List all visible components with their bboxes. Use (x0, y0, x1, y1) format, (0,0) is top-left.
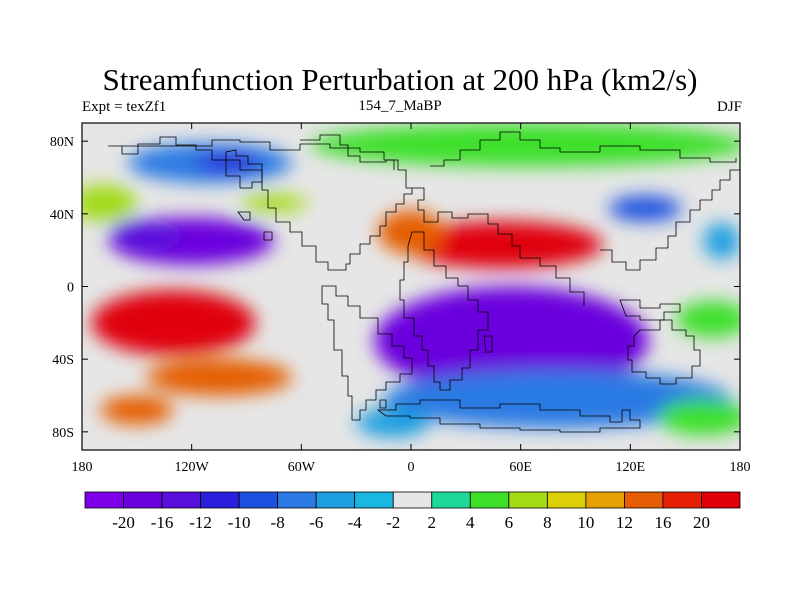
colorbar-box (84, 491, 124, 509)
page-title: Streamfunction Perturbation at 200 hPa (… (102, 62, 698, 97)
colorbar-label: -12 (189, 513, 212, 532)
colorbar-box (161, 491, 201, 509)
colorbar-box (354, 491, 394, 509)
coast-islands-na (237, 211, 273, 241)
field-region (378, 210, 444, 254)
y-tick-label: 80S (52, 426, 74, 441)
colorbar-label: 10 (577, 513, 594, 532)
colorbar-box (469, 491, 510, 509)
y-tick-label: 40S (52, 353, 74, 368)
colorbar-label: -16 (151, 513, 174, 532)
y-tick-label: 80N (50, 135, 74, 150)
coast-south-georgia (379, 399, 387, 409)
coast-eurasia-north (430, 131, 737, 167)
colorbar-label: -20 (112, 513, 135, 532)
field-region (703, 222, 740, 260)
colorbar-box (701, 491, 741, 509)
streamfunction-field (82, 123, 740, 438)
field-region (109, 219, 183, 252)
field-region (374, 286, 649, 396)
coast-south-america (321, 285, 413, 421)
colorbar-box (392, 491, 433, 509)
x-tick-label: 180 (72, 460, 93, 475)
colorbar-label: 20 (693, 513, 710, 532)
coast-indonesia (619, 299, 681, 321)
coast-greenland (300, 134, 395, 170)
field-region (82, 184, 137, 222)
colorbar-box (238, 491, 279, 509)
colorbar-box (315, 491, 356, 509)
x-tick-label: 60E (509, 460, 532, 475)
colorbar-box (277, 491, 317, 509)
field-region (356, 408, 430, 438)
field-region (195, 153, 262, 173)
coast-hudson-bay (225, 149, 263, 189)
colorbar-label: 12 (616, 513, 633, 532)
field-region (241, 193, 307, 213)
colorbar-box (200, 491, 240, 509)
field-region (401, 221, 603, 269)
colorbar-label: 4 (466, 513, 475, 532)
field-region (91, 290, 256, 356)
axis-ticks (81, 123, 741, 450)
y-tick-label: 0 (67, 281, 74, 296)
x-tick-label: 120E (616, 460, 646, 475)
coast-eurasia-south (412, 187, 585, 306)
field-region (657, 399, 740, 436)
field-region (608, 195, 682, 222)
x-tick-label: 180 (730, 460, 751, 475)
coast-antarctica (376, 399, 641, 433)
colorbar-label: -10 (228, 513, 251, 532)
colorbar-label: 6 (505, 513, 514, 532)
colorbar-box (508, 491, 548, 509)
field-region (310, 123, 740, 167)
colorbar-label: 16 (654, 513, 671, 532)
colorbar-box (431, 491, 471, 509)
coast-east-asia (600, 169, 740, 271)
field-region (100, 395, 174, 425)
colorbar-box (546, 491, 587, 509)
colorbar: -20 -16 -12 -10 -8 -6 -4 -2 2 4 6 8 10 12 16 20 (84, 491, 741, 532)
coast-madagascar (483, 335, 493, 353)
colorbar-label: -4 (348, 513, 363, 532)
colorbar-box (662, 491, 702, 509)
x-tick-label: 60W (288, 460, 316, 475)
x-tick-label: 0 (408, 460, 415, 475)
axis-labels: 180 120W 60W 0 60E 120E 180 80N 40N 0 40S 80S (50, 135, 751, 475)
field-region (383, 370, 731, 429)
field-region (145, 359, 293, 396)
season-label: DJF (716, 99, 742, 115)
coast-africa (399, 231, 489, 391)
colorbar-label: -8 (271, 513, 285, 532)
colorbar-label: 2 (428, 513, 437, 532)
x-tick-label: 120W (175, 460, 210, 475)
y-tick-label: 40N (50, 208, 74, 223)
colorbar-box (123, 491, 163, 509)
colorbar-box (624, 491, 664, 509)
coast-australia (627, 319, 701, 385)
case-label: 154_7_MaBP (358, 98, 442, 114)
colorbar-box (585, 491, 625, 509)
colorbar-label: 8 (543, 513, 552, 532)
coast-north-america (108, 136, 413, 271)
map-area: 180 120W 60W 0 60E 120E 180 80N 40N 0 40S 80S (50, 122, 751, 475)
colorbar-label: -2 (386, 513, 400, 532)
coastlines (108, 131, 740, 433)
experiment-label: Expt = texZf1 (82, 99, 167, 115)
field-region (676, 301, 740, 338)
colorbar-label: -6 (309, 513, 323, 532)
